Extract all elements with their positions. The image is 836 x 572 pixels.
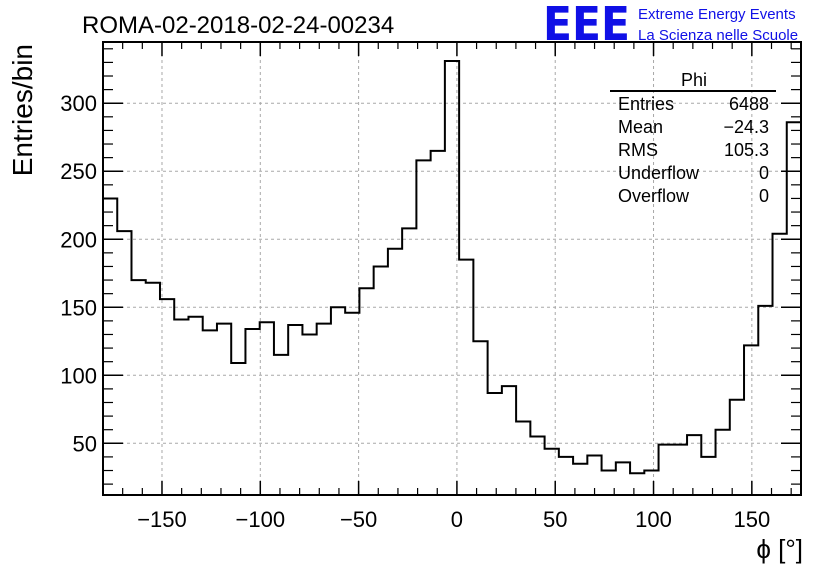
histogram-bin (744, 345, 758, 495)
y-tick-label: 300 (60, 91, 97, 116)
histogram-bin (203, 330, 217, 495)
grid-lines (103, 42, 801, 495)
stats-row-label: RMS (618, 140, 658, 160)
stats-row-value: 0 (759, 163, 769, 183)
histogram-bin (416, 160, 430, 495)
histogram-bin (787, 122, 801, 495)
histogram-bin (317, 324, 331, 495)
histogram-bin (231, 363, 245, 495)
histogram-bin (331, 307, 345, 495)
y-tick-label: 50 (73, 431, 97, 456)
stats-row-label: Overflow (618, 186, 690, 206)
histogram-bin (502, 386, 516, 495)
histogram-bin (146, 283, 160, 495)
stats-row-label: Entries (618, 94, 674, 114)
histogram-bin (459, 260, 473, 495)
histogram-bin (302, 334, 316, 495)
histogram-bin (730, 400, 744, 495)
histogram-bin (559, 457, 573, 495)
histogram-bin (131, 280, 145, 495)
y-tick-label: 200 (60, 227, 97, 252)
histogram-bin (773, 234, 787, 495)
histogram-bin (188, 317, 202, 495)
x-tick-label: −150 (137, 507, 187, 532)
histogram-bin (103, 198, 117, 495)
axis-ticks (102, 42, 801, 495)
histogram-bin (758, 306, 772, 495)
histogram-bin (359, 288, 373, 495)
histogram-bin (174, 320, 188, 495)
x-axis-label: ϕ [°] (756, 534, 803, 564)
histogram-bin (431, 151, 445, 495)
x-tick-label: 150 (733, 507, 770, 532)
histogram-bin (217, 324, 231, 495)
histogram-bin (388, 249, 402, 495)
y-tick-label: 100 (60, 363, 97, 388)
stats-row-label: Mean (618, 117, 663, 137)
stats-box-title: Phi (681, 70, 707, 90)
x-tick-label: 0 (451, 507, 463, 532)
histogram-bin (673, 445, 687, 495)
stats-row-value: 0 (759, 186, 769, 206)
histogram-bin (473, 341, 487, 495)
histogram-bin (545, 449, 559, 495)
histogram-bin (687, 435, 701, 495)
histogram-bin (716, 430, 730, 495)
histogram-bin (274, 355, 288, 495)
y-tick-label: 250 (60, 159, 97, 184)
tick-labels: −150 −100 −50 0 50 100 150 50 100 150 200 250 300 (60, 91, 770, 532)
eee-logo: EEE (543, 0, 630, 51)
histogram-bin (488, 393, 502, 495)
histogram-bin (402, 228, 416, 495)
histogram-bin (616, 462, 630, 495)
histogram-bin (659, 445, 673, 495)
histogram-series (103, 60, 802, 495)
plot-frame (102, 41, 802, 496)
histogram-bin (630, 473, 644, 495)
histogram-bin (530, 437, 544, 495)
y-axis-label: Entries/bin (7, 44, 38, 176)
logo-line-1: Extreme Energy Events (638, 6, 796, 23)
stats-row-value: −24.3 (723, 117, 769, 137)
x-tick-label: 100 (635, 507, 672, 532)
histogram-bin (288, 325, 302, 495)
stats-row-value: 105.3 (724, 140, 769, 160)
x-tick-label: −50 (340, 507, 377, 532)
stats-row-value: 6488 (729, 94, 769, 114)
histogram-outline (103, 60, 802, 475)
histogram-bin (701, 457, 715, 495)
x-tick-label: 50 (543, 507, 567, 532)
histogram-bin (345, 313, 359, 495)
x-tick-label: −100 (236, 507, 286, 532)
histogram-bin (117, 231, 131, 495)
histogram-bin (516, 422, 530, 495)
chart-title: ROMA-02-2018-02-24-00234 (82, 12, 394, 39)
logo-line-2: La Scienza nelle Scuole (638, 27, 798, 44)
stats-box: Phi Entries 6488 Mean −24.3 RMS 105.3 Underflo… (610, 70, 776, 206)
histogram-bin (260, 322, 274, 495)
stats-row-label: Underflow (618, 163, 700, 183)
y-tick-label: 150 (60, 295, 97, 320)
histogram-bin (374, 266, 388, 495)
histogram-bin (644, 471, 658, 495)
histogram-bin (245, 329, 259, 495)
